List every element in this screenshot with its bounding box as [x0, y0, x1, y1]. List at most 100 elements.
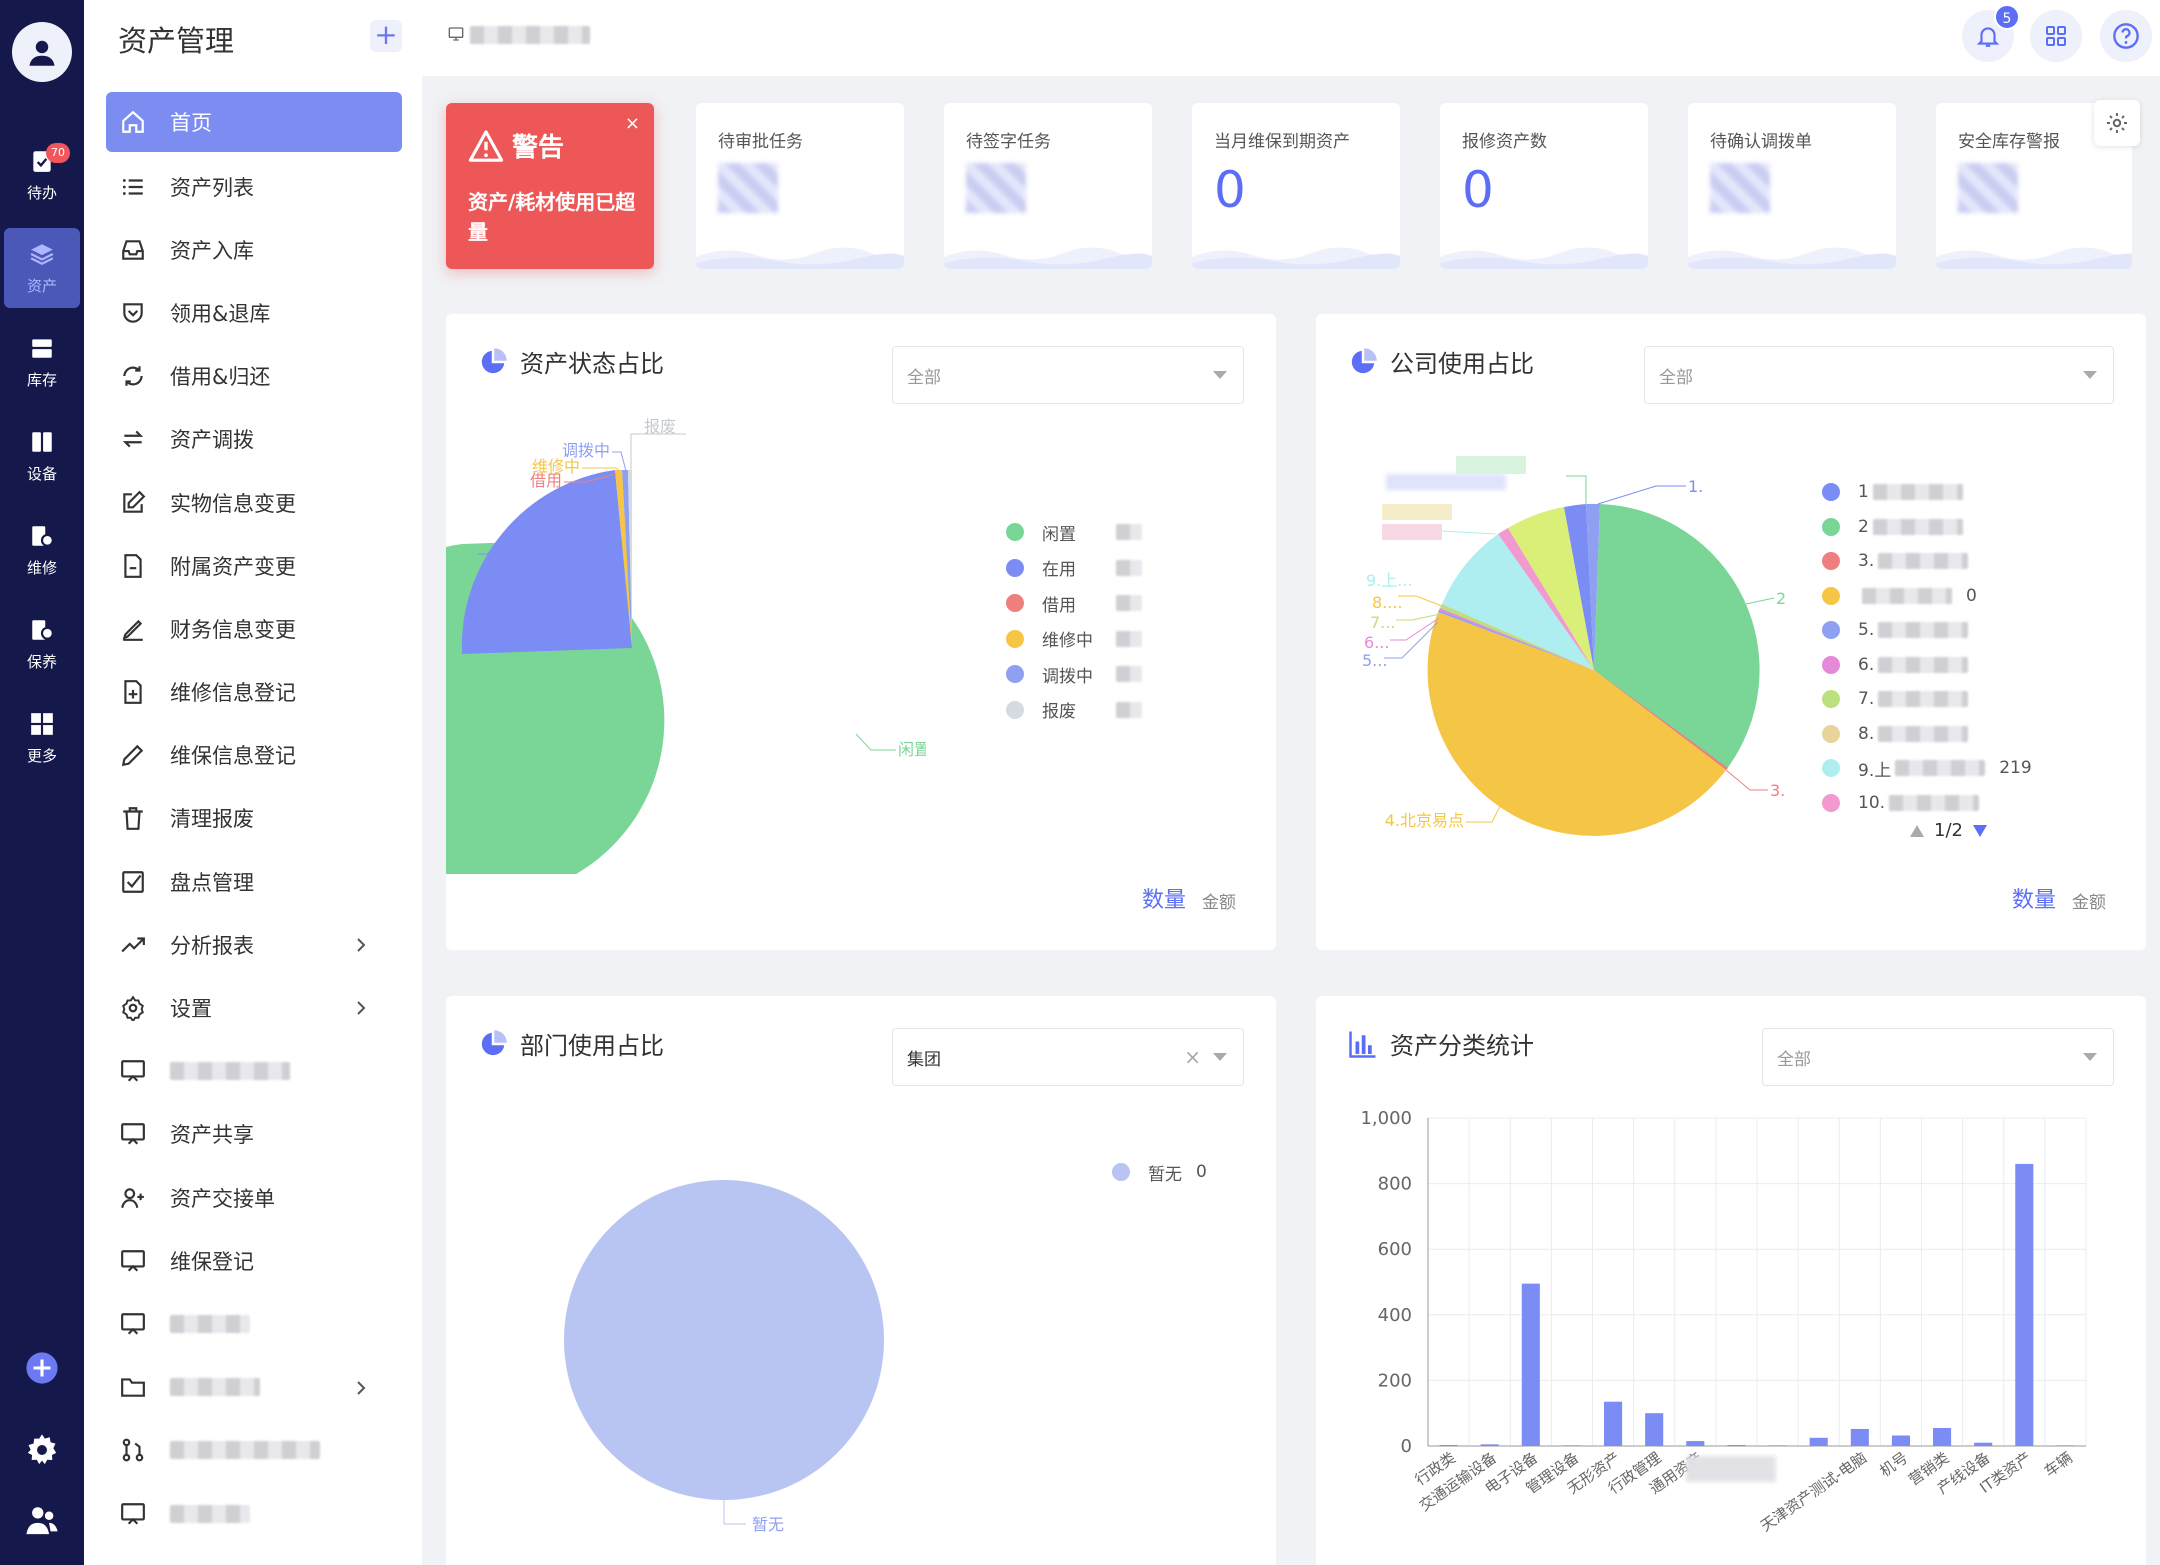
dept-legend-item[interactable]: 暂无 0: [1112, 1160, 1207, 1185]
bar-13[interactable]: [1974, 1442, 1993, 1446]
menu-item-8[interactable]: 财务信息变更: [106, 597, 402, 660]
bar-14[interactable]: [2015, 1163, 2034, 1446]
company-legend-item[interactable]: 0: [1822, 584, 1977, 608]
apps-button[interactable]: [2030, 10, 2082, 62]
bar-15[interactable]: [2056, 1445, 2075, 1446]
company-legend-item[interactable]: 7.: [1822, 687, 1969, 711]
warning-card[interactable]: 警告 × 资产/耗材使用已超量: [446, 103, 654, 269]
company-legend-item[interactable]: 8.: [1822, 722, 1969, 746]
rail-users-button[interactable]: [22, 1500, 62, 1540]
company-legend-item[interactable]: 6.: [1822, 653, 1969, 677]
company-legend-item[interactable]: 1: [1822, 480, 1963, 504]
menu-item-6[interactable]: 实物信息变更: [106, 471, 402, 534]
pie-slice-repair[interactable]: [615, 469, 632, 648]
bar-2[interactable]: [1521, 1283, 1540, 1446]
status-filter-select[interactable]: 全部: [892, 346, 1244, 404]
pie-slice-9[interactable]: [1442, 534, 1594, 670]
menu-item-20[interactable]: [106, 1356, 402, 1419]
company-legend-item[interactable]: 5.: [1822, 618, 1969, 642]
bar-9[interactable]: [1809, 1437, 1828, 1446]
status-legend-item[interactable]: 调拨中: [1006, 662, 1142, 687]
rail-add-button[interactable]: [22, 1348, 62, 1388]
company-legend-item[interactable]: 10.: [1822, 791, 1980, 815]
rail-item-inventory[interactable]: 库存: [4, 322, 80, 402]
company-legend-item[interactable]: 2: [1822, 515, 1963, 539]
menu-item-1[interactable]: 资产列表: [106, 155, 402, 218]
menu-item-17[interactable]: 资产交接单: [106, 1166, 402, 1229]
pie-slice-none[interactable]: [564, 1180, 884, 1500]
clear-icon[interactable]: ×: [1184, 1045, 1201, 1069]
bar-6[interactable]: [1686, 1441, 1705, 1446]
stat-card-3[interactable]: 报修资产数 0: [1440, 103, 1648, 269]
stat-card-1[interactable]: 待签字任务: [944, 103, 1152, 269]
rail-item-todo[interactable]: 70 待办: [4, 135, 80, 215]
pager-down-icon[interactable]: [1972, 824, 1987, 837]
bar-1[interactable]: [1480, 1444, 1499, 1446]
pie-slice-8[interactable]: [1508, 507, 1594, 670]
pie-slice-1[interactable]: [1564, 504, 1594, 670]
bar-10[interactable]: [1850, 1428, 1869, 1446]
menu-add-button[interactable]: +: [370, 20, 402, 52]
help-button[interactable]: [2100, 10, 2152, 62]
pie-slice-5[interactable]: [1438, 610, 1594, 670]
status-legend-item[interactable]: 闲置: [1006, 520, 1142, 545]
pie-slice-inuse[interactable]: [461, 470, 632, 654]
bar-4[interactable]: [1604, 1401, 1623, 1446]
rail-item-devices[interactable]: 设备: [4, 416, 80, 496]
menu-item-15[interactable]: [106, 1040, 402, 1103]
pie-slice-3[interactable]: [1594, 670, 1728, 770]
menu-item-2[interactable]: 资产入库: [106, 218, 402, 281]
rail-item-assets[interactable]: 资产: [4, 228, 80, 308]
bar-5[interactable]: [1645, 1413, 1664, 1446]
warning-close-button[interactable]: ×: [624, 113, 640, 134]
notification-button[interactable]: 5: [1962, 4, 2020, 62]
avatar[interactable]: [12, 22, 72, 82]
dashboard-settings-button[interactable]: [2094, 100, 2140, 146]
pie-slice-6[interactable]: [1439, 608, 1594, 670]
bar-7[interactable]: [1727, 1445, 1746, 1446]
status-legend-item[interactable]: 维修中: [1006, 627, 1142, 651]
menu-item-10[interactable]: 维保信息登记: [106, 724, 402, 787]
company-legend-item[interactable]: 3.: [1822, 549, 1969, 573]
status-quantity-toggle[interactable]: 数量: [1142, 888, 1187, 913]
bar-11[interactable]: [1891, 1435, 1910, 1446]
pie-slice-2[interactable]: [1594, 504, 1760, 770]
status-legend-item[interactable]: 借用: [1006, 591, 1142, 616]
stat-card-2[interactable]: 当月维保到期资产 0: [1192, 103, 1400, 269]
menu-item-18[interactable]: 维保登记: [106, 1229, 402, 1292]
menu-item-7[interactable]: 附属资产变更: [106, 534, 402, 597]
stat-card-4[interactable]: 待确认调拨单: [1688, 103, 1896, 269]
company-quantity-toggle[interactable]: 数量: [2012, 888, 2057, 913]
bar-12[interactable]: [1933, 1427, 1952, 1446]
menu-item-12[interactable]: 盘点管理: [106, 850, 402, 913]
category-filter-select[interactable]: 全部: [1762, 1028, 2114, 1086]
status-legend-item[interactable]: 在用: [1006, 556, 1142, 580]
menu-item-16[interactable]: 资产共享: [106, 1103, 402, 1166]
menu-item-4[interactable]: 借用&归还: [106, 345, 402, 408]
menu-item-9[interactable]: 维修信息登记: [106, 661, 402, 724]
company-amount-toggle[interactable]: 金额: [2072, 893, 2106, 913]
pie-slice-scrap[interactable]: [628, 469, 632, 648]
bar-0[interactable]: [1439, 1445, 1458, 1446]
menu-item-0[interactable]: 首页: [106, 92, 402, 152]
pie-slice-10[interactable]: [1498, 528, 1594, 670]
pie-slice-7[interactable]: [1440, 604, 1594, 670]
menu-item-5[interactable]: 资产调拨: [106, 408, 402, 471]
rail-item-repair[interactable]: 维修: [4, 510, 80, 590]
company-legend-item[interactable]: 9.上 219: [1822, 756, 2032, 781]
menu-item-19[interactable]: [106, 1292, 402, 1355]
company-filter-select[interactable]: 全部: [1644, 346, 2114, 404]
menu-item-11[interactable]: 清理报废: [106, 787, 402, 850]
rail-item-more[interactable]: 更多: [4, 698, 80, 778]
menu-item-21[interactable]: [106, 1419, 402, 1482]
menu-item-22[interactable]: [106, 1482, 402, 1545]
pie-slice-4[interactable]: [1427, 612, 1726, 836]
menu-item-13[interactable]: 分析报表: [106, 913, 402, 976]
stat-card-0[interactable]: 待审批任务: [696, 103, 904, 269]
menu-item-14[interactable]: 设置: [106, 976, 402, 1039]
menu-item-3[interactable]: 领用&退库: [106, 281, 402, 344]
pie-slice-transfer[interactable]: [622, 469, 632, 648]
rail-item-maintenance[interactable]: 保养: [4, 604, 80, 684]
rail-settings-button[interactable]: [22, 1430, 62, 1470]
pager-up-icon[interactable]: [1910, 824, 1924, 837]
